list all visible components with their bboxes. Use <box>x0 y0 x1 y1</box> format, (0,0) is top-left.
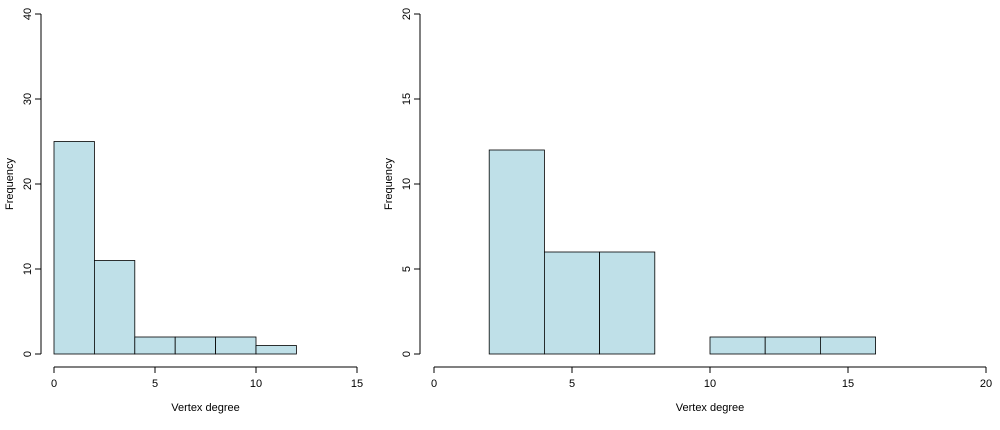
histogram-bar <box>820 336 877 355</box>
left-histogram-panel: 0 5 10 15 Vertex degree 0 10 20 30 40 Frequency <box>4 8 363 414</box>
histogram-bar <box>215 336 257 355</box>
y-tick-label: 40 <box>22 8 34 20</box>
x-tick-label: 0 <box>431 378 437 390</box>
y-tick-label: 30 <box>22 93 34 105</box>
histogram-bar <box>709 336 766 355</box>
x-tick-label: 10 <box>704 378 716 390</box>
histogram-bar <box>255 345 297 355</box>
histogram-bar <box>599 251 656 355</box>
y-axis-title: Frequency <box>383 158 395 210</box>
right-histogram-panel: 0 5 10 15 20 Vertex degree 0 5 10 15 20 Frequency <box>383 8 992 414</box>
y-tick-label: 5 <box>401 266 413 272</box>
x-tick-label: 15 <box>351 378 363 390</box>
x-tick-label: 15 <box>842 378 854 390</box>
histogram-bar <box>174 336 216 355</box>
y-tick-label: 20 <box>401 8 413 20</box>
x-tick-label: 5 <box>569 378 575 390</box>
y-tick-label: 10 <box>401 178 413 190</box>
x-tick-label: 20 <box>980 378 992 390</box>
x-axis-title: Vertex degree <box>676 402 745 414</box>
histogram-bar <box>134 336 176 355</box>
x-axis-title: Vertex degree <box>171 402 240 414</box>
histogram-bar <box>94 260 136 355</box>
y-tick-label: 20 <box>22 178 34 190</box>
x-tick-label: 10 <box>250 378 262 390</box>
histogram-bar <box>53 141 95 355</box>
y-tick-label: 15 <box>401 93 413 105</box>
x-tick-label: 5 <box>152 378 158 390</box>
x-tick-label: 0 <box>51 378 57 390</box>
y-tick-label: 0 <box>401 351 413 357</box>
y-tick-label: 0 <box>22 351 34 357</box>
histogram-bar <box>488 149 545 355</box>
y-tick-label: 10 <box>22 263 34 275</box>
histogram-bar <box>544 251 601 355</box>
histogram-bar <box>764 336 821 355</box>
y-axis-title: Frequency <box>4 158 16 210</box>
